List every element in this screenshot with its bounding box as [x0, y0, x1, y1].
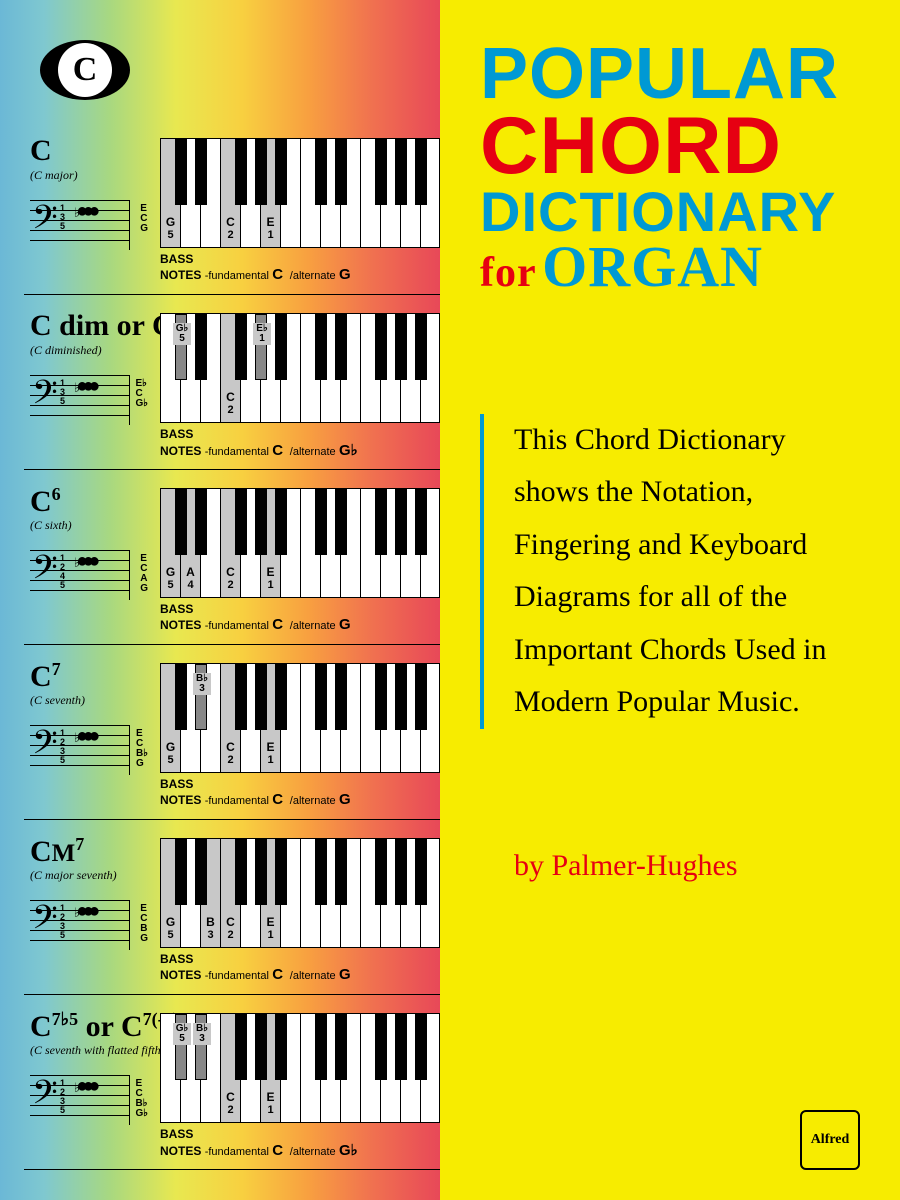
staff-notation: 𝄢♭●●●1235ECB♭G♭: [30, 1075, 130, 1125]
staff-notation: 𝄢♭●●●135ECG: [30, 200, 130, 250]
bass-notes-label: BASSNOTES -fundamental C /alternate G: [160, 602, 351, 633]
bass-notes-label: BASSNOTES -fundamental C /alternate G: [160, 252, 351, 283]
title-organ: ORGAN: [542, 234, 763, 299]
chord-name: C7♭5 or C7(-5): [30, 1009, 179, 1044]
fingering-numbers: 1235: [60, 1079, 65, 1115]
chord-subtitle: (C seventh): [30, 693, 85, 708]
chord-row: C7(C seventh) 𝄢♭●●●1235ECB♭G G5C2E1B♭3 BASS…: [20, 655, 440, 830]
right-panel: POPULAR CHORD DICTIONARY for ORGAN This …: [440, 0, 900, 1200]
note-letter-names: ECAG: [140, 554, 148, 594]
staff-notation: 𝄢♭●●●1235ECBG: [30, 900, 130, 950]
fingering-numbers: 135: [60, 204, 65, 231]
fingering-numbers: 1245: [60, 554, 65, 590]
bass-notes-label: BASSNOTES -fundamental C /alternate G: [160, 952, 351, 983]
book-title: POPULAR CHORD DICTIONARY for ORGAN: [480, 40, 850, 294]
chord-subtitle: (C diminished): [30, 343, 102, 358]
chord-name: C7: [30, 659, 61, 694]
chord-row: CM7(C major seventh) 𝄢♭●●●1235ECBG G5B3C2E…: [20, 830, 440, 1005]
key-badge: C: [40, 40, 130, 100]
note-letter-names: ECB♭G: [136, 729, 148, 769]
chord-subtitle: (C sixth): [30, 518, 72, 533]
note-letter-names: E♭CG♭: [136, 379, 149, 409]
keyboard-diagram: G5B3C2E1: [160, 838, 440, 948]
chord-subtitle: (C seventh with flatted fifth): [30, 1043, 165, 1058]
chord-name: CM7: [30, 834, 84, 869]
author-credit: by Palmer-Hughes: [480, 849, 850, 883]
keyboard-diagram: G5A4C2E1: [160, 488, 440, 598]
bass-notes-label: BASSNOTES -fundamental C /alternate G♭: [160, 1127, 358, 1159]
left-gradient-panel: C C(C major)𝄢♭●●●135ECGG5C2E1BASSNOTES -…: [0, 0, 440, 1200]
keyboard-diagram: C2E1G♭5B♭3: [160, 1013, 440, 1123]
fingering-numbers: 135: [60, 379, 65, 406]
title-line-1: POPULAR: [480, 40, 850, 108]
chord-subtitle: (C major): [30, 168, 78, 183]
bass-notes-label: BASSNOTES -fundamental C /alternate G♭: [160, 427, 358, 459]
chord-row: C(C major) 𝄢♭●●●135ECG G5C2E1 BASSNOTES -fu…: [20, 130, 440, 305]
staff-notation: 𝄢♭●●●1235ECB♭G: [30, 725, 130, 775]
title-for: for: [480, 250, 537, 296]
fingering-numbers: 1235: [60, 729, 65, 765]
key-badge-letter: C: [58, 43, 112, 97]
title-line-3: DICTIONARY: [480, 185, 850, 238]
title-line-2: CHORD: [480, 108, 850, 185]
chord-name: C6: [30, 484, 61, 519]
chord-row: C7♭5 or C7(-5)(C seventh with flatted fi…: [20, 1005, 440, 1180]
staff-notation: 𝄢♭●●●1245ECAG: [30, 550, 130, 600]
description-blurb: This Chord Dictionary shows the Notation…: [480, 414, 850, 729]
note-letter-names: ECB♭G♭: [136, 1079, 149, 1119]
keyboard-diagram: G5C2E1: [160, 138, 440, 248]
note-letter-names: ECBG: [140, 904, 148, 944]
chord-row: C dim or C°(C diminished)𝄢♭●●●135E♭CG♭C2…: [20, 305, 440, 480]
bass-notes-label: BASSNOTES -fundamental C /alternate G: [160, 777, 351, 808]
chord-list: C(C major) 𝄢♭●●●135ECG G5C2E1 BASSNOTES -fu…: [20, 130, 440, 1180]
chord-name: C: [30, 134, 52, 168]
keyboard-diagram: G5C2E1B♭3: [160, 663, 440, 773]
keyboard-diagram: C2G♭5E♭1: [160, 313, 440, 423]
fingering-numbers: 1235: [60, 904, 65, 940]
staff-notation: 𝄢♭●●●135E♭CG♭: [30, 375, 130, 425]
chord-subtitle: (C major seventh): [30, 868, 117, 883]
note-letter-names: ECG: [140, 204, 148, 234]
chord-row: C6(C sixth) 𝄢♭●●●1245ECAG G5A4C2E1 BASSNOTE…: [20, 480, 440, 655]
publisher-logo: Alfred: [800, 1110, 860, 1170]
